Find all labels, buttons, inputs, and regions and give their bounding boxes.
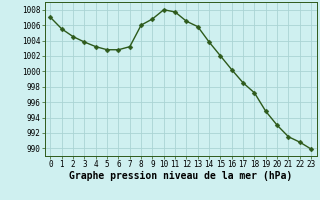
X-axis label: Graphe pression niveau de la mer (hPa): Graphe pression niveau de la mer (hPa) [69, 171, 292, 181]
